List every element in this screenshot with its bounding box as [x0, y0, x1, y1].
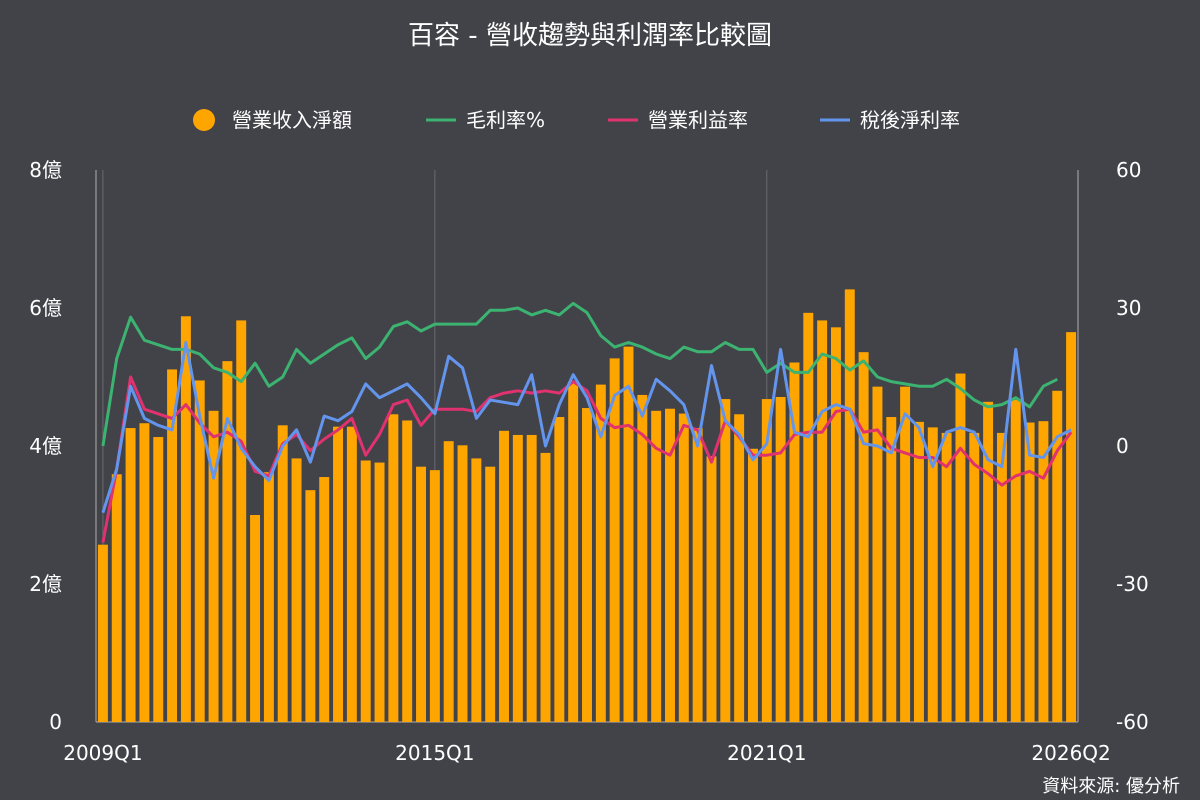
gross-margin-line	[101, 301, 1058, 447]
legend-marker	[193, 109, 215, 131]
revenue-bar	[97, 544, 108, 722]
y-right-tick-label: 60	[1116, 158, 1141, 182]
revenue-bar	[1052, 390, 1063, 722]
revenue-bar	[1024, 422, 1035, 722]
revenue-bar	[817, 320, 828, 722]
revenue-bar	[222, 361, 233, 722]
x-tick-label: 2009Q1	[63, 741, 142, 765]
revenue-bar	[540, 452, 551, 722]
revenue-bar	[747, 448, 758, 722]
revenue-bar	[111, 474, 122, 722]
revenue-bar	[512, 434, 523, 722]
revenue-bar	[886, 417, 897, 722]
y-left-tick-label: 4億	[29, 434, 62, 458]
chart-title: 百容 - 營收趨勢與利潤率比較圖	[408, 21, 772, 51]
x-tick-label: 2015Q1	[395, 741, 474, 765]
revenue-bar	[526, 434, 537, 722]
revenue-bar	[858, 352, 869, 722]
y-left-tick-label: 0	[49, 710, 62, 734]
revenue-bar	[678, 413, 689, 722]
revenue-bar	[969, 432, 980, 722]
revenue-bar	[277, 425, 288, 722]
revenue-bar	[789, 362, 800, 722]
legend-label: 毛利率%	[466, 108, 545, 132]
y-left-tick-label: 2億	[29, 572, 62, 596]
revenue-bar	[125, 428, 136, 722]
legend-label: 營業利益率	[648, 108, 748, 132]
revenue-bar	[333, 426, 344, 722]
bar-series	[97, 289, 1077, 722]
revenue-bar	[595, 384, 606, 722]
revenue-bar	[388, 414, 399, 722]
revenue-bar	[457, 445, 468, 722]
revenue-bar	[360, 460, 371, 722]
revenue-bar	[872, 386, 883, 722]
revenue-bar	[402, 420, 413, 722]
revenue-bar	[250, 515, 261, 722]
revenue-bar	[416, 466, 427, 722]
revenue-bar	[153, 437, 164, 722]
revenue-bar	[499, 430, 509, 722]
revenue-bar	[180, 316, 191, 722]
revenue-bar	[305, 490, 316, 722]
revenue-bar	[955, 373, 966, 722]
revenue-bar	[485, 466, 496, 722]
revenue-bar	[623, 346, 634, 722]
revenue-bar	[734, 414, 745, 722]
net-margin-line	[101, 341, 1072, 514]
revenue-bar	[236, 320, 247, 722]
revenue-bar	[609, 358, 620, 722]
tick-labels: 0 2億 4億 6億 8億 -60 -30 0 30 60 2009Q1 2015Q1 2021Q1 20…	[29, 158, 1148, 765]
line-series	[101, 301, 1073, 543]
revenue-bar	[471, 458, 482, 722]
revenue-bar	[983, 401, 994, 722]
revenue-bar	[1066, 332, 1077, 722]
legend-label: 稅後淨利率	[860, 108, 960, 132]
legend: 營業收入淨額 毛利率% 營業利益率 稅後淨利率	[193, 108, 960, 132]
revenue-bar	[706, 456, 717, 722]
y-right-tick-label: 30	[1116, 296, 1141, 320]
revenue-bar	[913, 421, 924, 722]
source-note: 資料來源: 優分析	[1042, 776, 1180, 797]
y-right-tick-label: -60	[1116, 710, 1149, 734]
y-right-tick-label: -30	[1116, 572, 1149, 596]
revenue-bar	[208, 410, 219, 722]
y-left-tick-label: 8億	[29, 158, 62, 182]
revenue-bar	[319, 477, 330, 722]
revenue-bar	[194, 380, 205, 722]
y-right-tick-label: 0	[1116, 434, 1129, 458]
revenue-bar	[582, 408, 592, 722]
y-left-tick-label: 6億	[29, 296, 62, 320]
legend-label: 營業收入淨額	[232, 108, 352, 132]
revenue-bar	[1038, 421, 1049, 722]
revenue-bar	[167, 369, 178, 722]
revenue-bar	[263, 472, 274, 722]
revenue-bar	[651, 410, 662, 722]
revenue-bar	[374, 462, 385, 722]
revenue-bar	[761, 399, 772, 722]
revenue-bar	[665, 408, 675, 722]
revenue-bar	[830, 327, 841, 722]
revenue-bar	[900, 386, 911, 722]
x-tick-label: 2021Q1	[727, 741, 806, 765]
revenue-bar	[554, 417, 565, 722]
revenue-bar	[844, 289, 855, 722]
revenue-bar	[692, 428, 703, 722]
revenue-bar	[346, 426, 357, 722]
revenue-bar	[443, 441, 454, 722]
revenue-bar	[803, 312, 814, 722]
revenue-bar	[637, 394, 648, 722]
revenue-bar	[927, 427, 938, 722]
revenue-bar	[139, 423, 150, 722]
x-tick-label: 2026Q2	[1031, 741, 1110, 765]
revenue-bar	[775, 397, 786, 722]
revenue-bar	[568, 381, 579, 722]
revenue-bar	[941, 432, 952, 722]
revenue-bar	[429, 470, 440, 722]
revenue-bar	[291, 458, 302, 722]
revenue-bar	[720, 399, 731, 722]
revenue-bar	[1010, 399, 1021, 722]
revenue-bar	[996, 432, 1007, 722]
